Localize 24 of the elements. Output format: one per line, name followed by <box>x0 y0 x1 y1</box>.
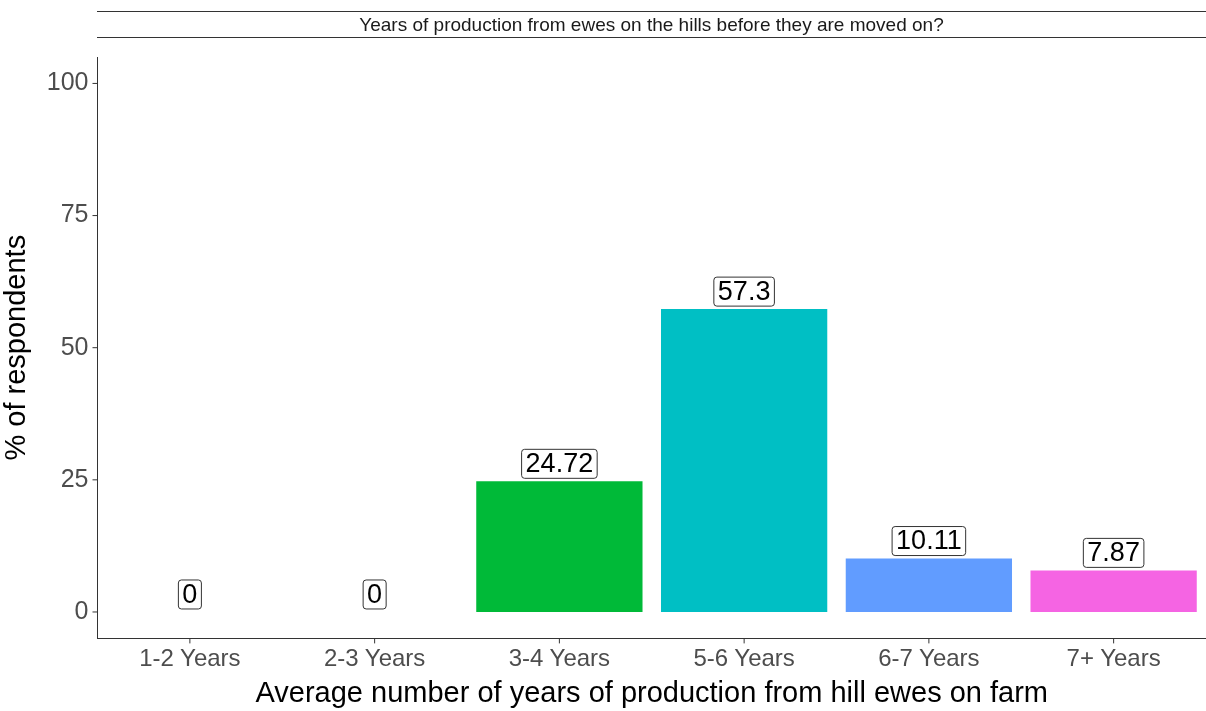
bar <box>1030 570 1197 612</box>
x-axis-title: Average number of years of production from hill ewes on farm <box>255 675 1049 708</box>
data-label: 10.11 <box>896 525 962 556</box>
bar <box>845 558 1013 612</box>
data-label: 0 <box>367 578 383 609</box>
bar <box>476 481 643 612</box>
chart-title: Years of production from ewes on the hills before they are moved on? <box>97 11 1206 38</box>
y-tick-label: 0 <box>74 595 89 624</box>
y-tick-label: 100 <box>46 67 89 96</box>
y-tick-label: 25 <box>60 463 89 492</box>
x-tick-label: 2-3 Years <box>323 644 426 672</box>
y-tick-label: 50 <box>60 331 89 360</box>
y-axis-title: % of respondents <box>0 234 32 461</box>
x-tick-label: 1-2 Years <box>139 644 241 672</box>
data-label: 24.72 <box>525 448 594 479</box>
data-label: 57.3 <box>717 276 771 307</box>
y-tick-label: 75 <box>60 199 89 228</box>
x-tick-label: 7+ Years <box>1066 644 1161 672</box>
x-tick-label: 3-4 Years <box>508 644 611 672</box>
x-tick-label: 6-7 Years <box>878 644 980 672</box>
bar <box>660 309 828 612</box>
x-tick-label: 5-6 Years <box>693 644 795 672</box>
data-label: 7.87 <box>1087 537 1140 568</box>
data-label: 0 <box>182 578 198 609</box>
